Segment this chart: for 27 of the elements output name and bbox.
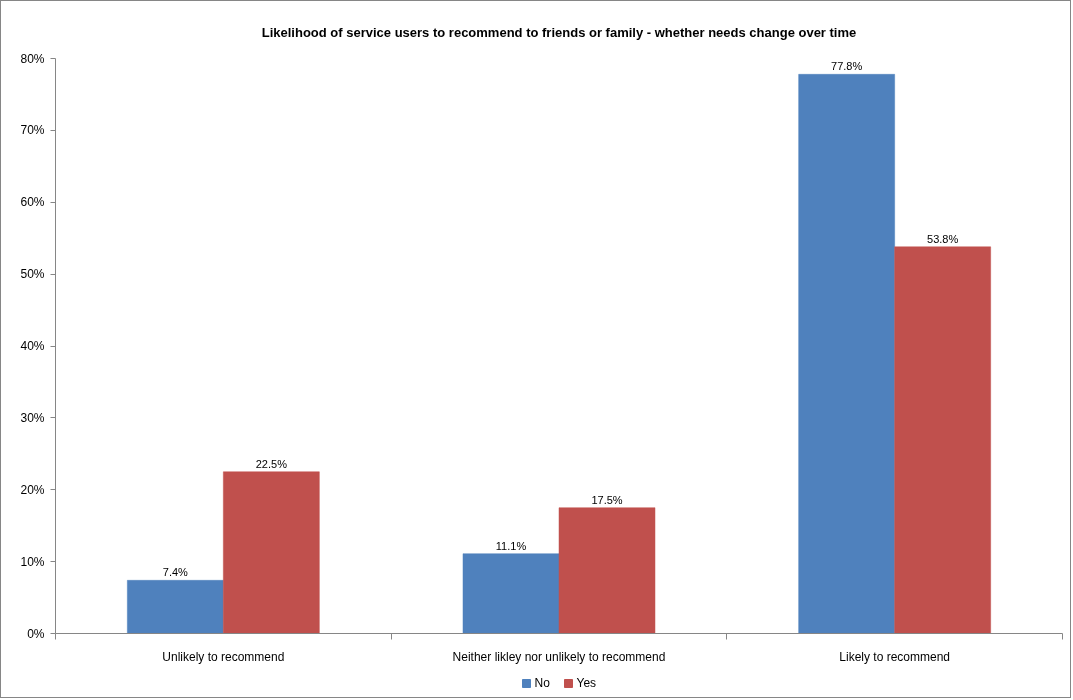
data-label: 17.5% <box>591 493 623 506</box>
chart-title: Likelihood of service users to recommend to friends or family - whether needs change over time <box>261 24 857 40</box>
y-tick-label: 10% <box>20 554 45 569</box>
bar <box>462 553 560 634</box>
y-tick-label: 20% <box>20 482 45 497</box>
x-tick-label: Likely to recommend <box>839 649 951 664</box>
x-tick-label: Unlikely to recommend <box>162 649 285 664</box>
data-label: 7.4% <box>162 566 189 579</box>
data-label: 22.5% <box>255 457 288 470</box>
y-tick-label: 40% <box>20 339 45 353</box>
bar <box>894 246 991 634</box>
legend-label: No <box>534 676 551 690</box>
bar <box>558 507 656 634</box>
legend-label: Yes <box>576 676 597 690</box>
y-tick-label: 50% <box>20 267 45 282</box>
y-tick-label: 60% <box>20 195 45 210</box>
y-tick-label: 0% <box>27 626 45 641</box>
bar <box>223 471 320 634</box>
y-tick-label: 70% <box>20 123 45 138</box>
bar <box>127 580 224 634</box>
data-label: 53.8% <box>927 232 959 245</box>
x-tick-label: Neither likley nor unlikely to recommend <box>452 649 666 664</box>
y-tick-label: 30% <box>20 410 45 425</box>
data-label: 77.8% <box>831 60 863 73</box>
data-label: 11.1% <box>495 539 527 552</box>
bar <box>798 74 895 634</box>
y-tick-label: 80% <box>20 51 45 66</box>
